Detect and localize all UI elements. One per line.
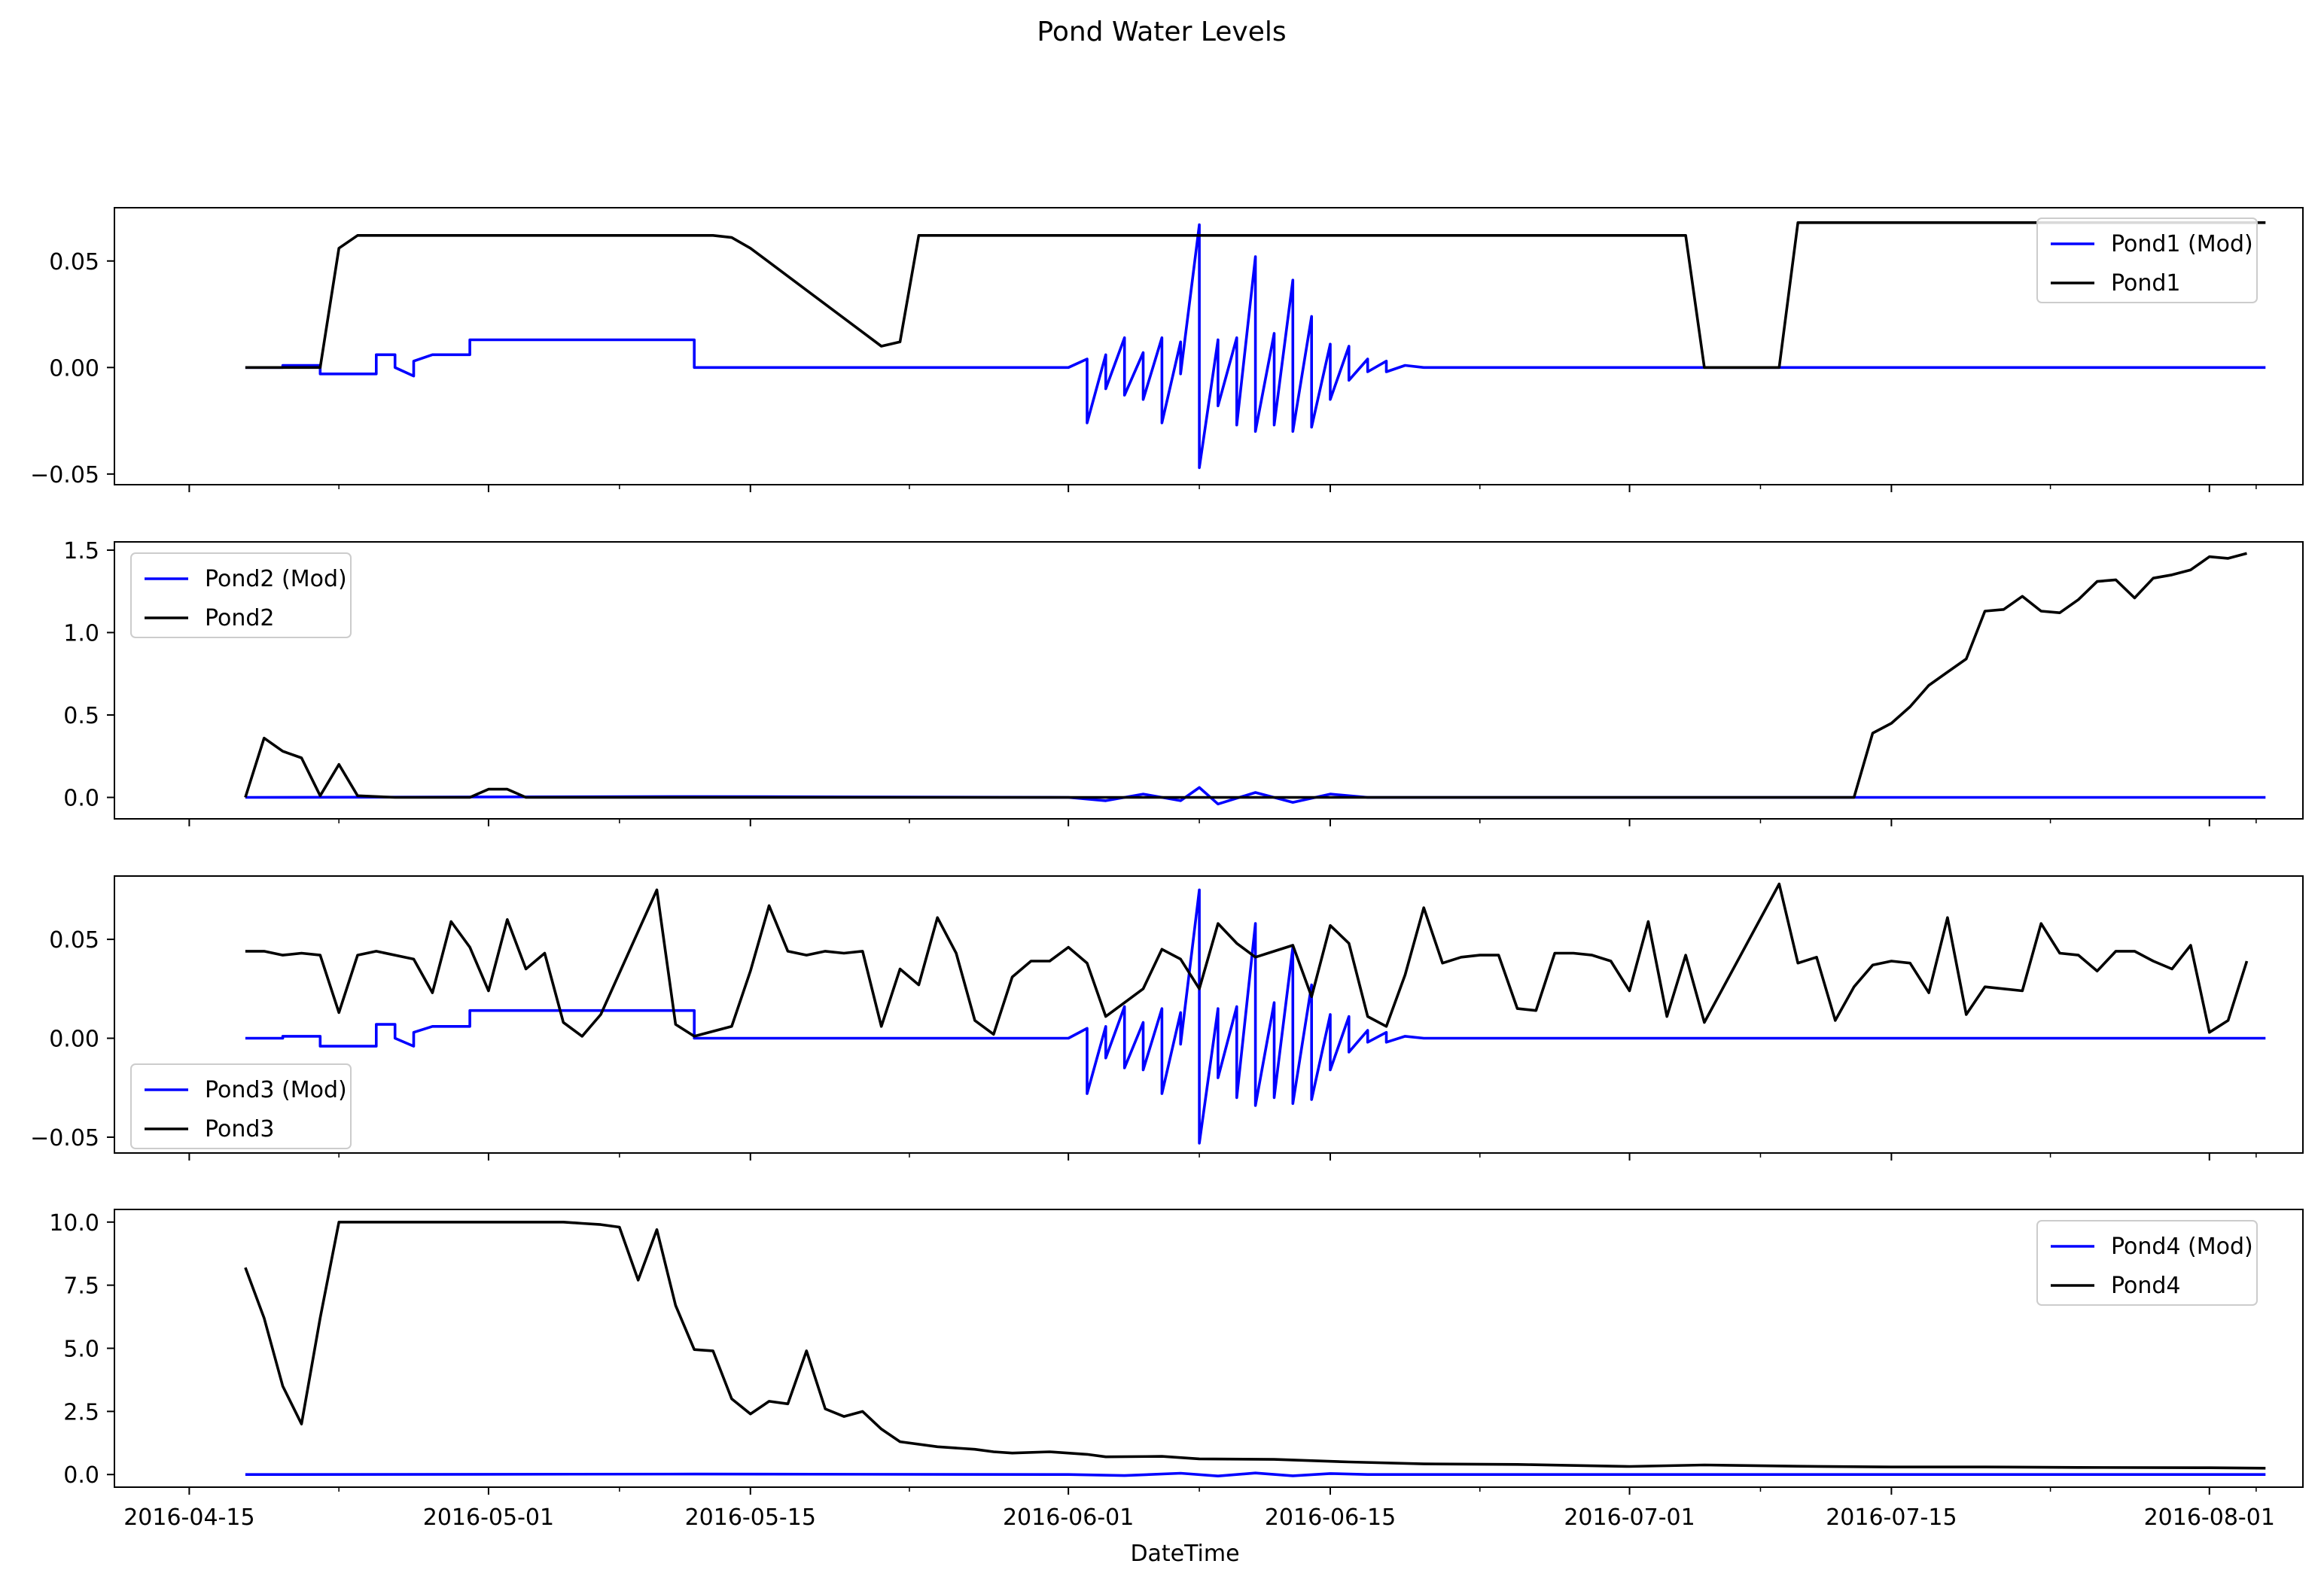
legend-label: Pond4 (Mod) — [2111, 1234, 2253, 1260]
x-tick-label: 2016-07-15 — [1826, 1504, 1957, 1531]
axes-frame — [114, 541, 2304, 820]
x-tick-label: 2016-06-01 — [1003, 1504, 1134, 1531]
legend-label: Pond1 — [2111, 270, 2181, 297]
legend-label: Pond2 (Mod) — [205, 566, 347, 592]
series-line-pond1 — [245, 221, 2266, 370]
y-tick-label: 0.00 — [49, 1027, 99, 1053]
y-tick-label: −0.05 — [30, 462, 99, 488]
x-tick-label: 2016-05-01 — [423, 1504, 554, 1531]
axes-frame — [114, 207, 2304, 485]
axes-frame — [114, 875, 2304, 1154]
series-line-pond4 — [244, 1221, 2266, 1470]
legend: Pond2 (Mod) Pond2 — [130, 552, 352, 638]
legend-box — [130, 1063, 352, 1149]
y-tick-label: 1.5 — [63, 538, 99, 564]
legend-label: Pond4 — [2111, 1273, 2181, 1299]
subplot-2: 0.0 0.5 1.0 1.5 Pond2 (Mod) Pond2 — [63, 538, 2304, 826]
x-axis-label: DateTime — [1130, 1541, 1239, 1567]
legend-label: Pond2 — [205, 605, 275, 631]
legend-box — [130, 552, 352, 638]
legend-label: Pond1 (Mod) — [2111, 231, 2253, 257]
y-tick-label: 10.0 — [49, 1210, 99, 1237]
y-tick-label: 7.5 — [63, 1273, 99, 1300]
y-tick-label: 0.00 — [49, 355, 99, 382]
y-tick-label: 0.05 — [49, 927, 99, 954]
y-tick-label: −0.05 — [30, 1125, 99, 1151]
subplot-3: −0.05 0.00 0.05 Pond3 (Mod) Pond3 — [30, 875, 2304, 1161]
x-tick-label: 2016-05-15 — [685, 1504, 816, 1531]
series-line-pond4-mod — [245, 1471, 2266, 1477]
legend: Pond4 (Mod) Pond4 — [2036, 1220, 2258, 1306]
x-tick-label: 2016-08-01 — [2144, 1504, 2275, 1531]
series-line-pond3-mod — [245, 888, 2266, 1145]
y-tick-label: 0.0 — [63, 786, 99, 812]
legend: Pond1 (Mod) Pond1 — [2036, 218, 2258, 303]
y-tick-label: 2.5 — [63, 1399, 99, 1425]
series-line-pond3 — [245, 882, 2249, 1038]
y-tick-label: 1.0 — [63, 620, 99, 646]
y-tick-label: 5.0 — [63, 1337, 99, 1363]
y-tick-label: 0.0 — [63, 1462, 99, 1489]
figure-title: Pond Water Levels — [1037, 17, 1286, 47]
legend-label: Pond3 — [205, 1116, 275, 1142]
legend: Pond3 (Mod) Pond3 — [130, 1063, 352, 1149]
subplots: −0.05 0.00 0.05 Pond1 (Mod) Pond1 0.0 0.5 1.0 1.… — [30, 207, 2304, 1531]
y-tick-label: 0.5 — [63, 703, 99, 729]
x-tick-label: 2016-06-15 — [1265, 1504, 1396, 1531]
x-tick-label: 2016-07-01 — [1564, 1504, 1695, 1531]
legend-label: Pond3 (Mod) — [205, 1077, 347, 1103]
series-line-pond2 — [244, 552, 2247, 799]
subplot-4: 0.0 2.5 5.0 7.5 10.0 2016-04-15 2016-05-01 2016… — [49, 1209, 2304, 1531]
x-tick-label: 2016-04-15 — [123, 1504, 254, 1531]
legend-box — [2036, 218, 2258, 303]
series-line-pond1-mod — [245, 223, 2266, 470]
legend-box — [2036, 1220, 2258, 1306]
y-tick-label: 0.05 — [49, 249, 99, 275]
subplot-1: −0.05 0.00 0.05 Pond1 (Mod) Pond1 — [30, 207, 2304, 492]
